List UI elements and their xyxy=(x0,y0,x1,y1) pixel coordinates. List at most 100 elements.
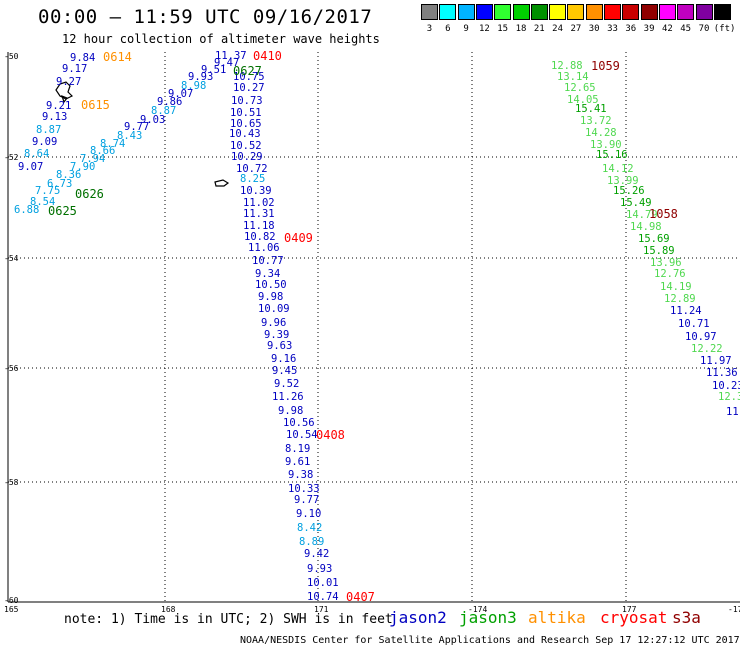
wave-height-value: 13.90 xyxy=(590,139,622,151)
wave-height-value: 9.13 xyxy=(42,111,67,123)
satellite-name: altika xyxy=(528,608,586,627)
legend-label: 27 xyxy=(570,24,582,34)
wave-height-value: 9.07 xyxy=(18,161,43,173)
legend-label: 12 xyxy=(478,24,490,34)
satellite-name: jason3 xyxy=(459,608,517,627)
legend-swatch xyxy=(604,4,621,20)
wave-height-value: 7.94 xyxy=(80,153,105,165)
legend-label: 6 xyxy=(445,24,451,34)
legend-swatch xyxy=(549,4,567,20)
legend-label: 36 xyxy=(625,24,637,34)
wave-height-value: 10.73 xyxy=(231,95,263,107)
track-time-label: 0626 xyxy=(75,187,104,201)
footnote: note: 1) Time is in UTC; 2) SWH is in fe… xyxy=(64,612,393,627)
wave-height-value: 10.50 xyxy=(255,279,287,291)
legend-swatch xyxy=(622,4,640,20)
wave-height-value: 10.77 xyxy=(252,255,284,267)
wave-height-value: 9.38 xyxy=(288,469,313,481)
wave-height-value: 9.47 xyxy=(214,57,239,69)
legend-label: 9 xyxy=(463,24,469,34)
wave-height-value: 10.54 xyxy=(286,429,318,441)
wave-height-value: 11.18 xyxy=(243,220,275,232)
land-features xyxy=(55,81,230,187)
wave-height-value: 9.98 xyxy=(278,405,303,417)
track-time-label: 0614 xyxy=(103,50,132,64)
wave-height-value: 12.3 xyxy=(718,391,740,403)
longitude-tick-label: 171 xyxy=(314,605,329,614)
wave-height-value: 9.77 xyxy=(124,121,149,133)
wave-height-value: 8.36 xyxy=(56,169,81,181)
wave-height-value: 11.02 xyxy=(243,197,275,209)
wave-height-value: 9.93 xyxy=(188,71,213,83)
island-shape xyxy=(55,81,74,104)
legend-swatch xyxy=(421,4,438,20)
latitude-tick-label: -50 xyxy=(4,52,19,61)
wave-height-value: 14.19 xyxy=(660,281,692,293)
page-title: 00:00 – 11:59 UTC 09/16/2017 xyxy=(38,6,373,28)
legend-swatch xyxy=(658,4,676,20)
wave-height-value: 14.98 xyxy=(630,221,662,233)
track-time-label: 0627 xyxy=(233,64,262,78)
longitude-tick-label: 168 xyxy=(161,605,176,614)
wave-height-value: 9.27 xyxy=(56,76,81,88)
wave-height-value: 10.82 xyxy=(244,231,276,243)
legend-swatch xyxy=(494,4,512,20)
legend-label: 42 xyxy=(661,24,673,34)
wave-height-value: 8.87 xyxy=(151,105,176,117)
wave-height-value: 14.28 xyxy=(585,127,617,139)
wave-height-value: 9.16 xyxy=(271,353,296,365)
satellite-name: jason2 xyxy=(389,608,447,627)
legend-label: 24 xyxy=(552,24,564,34)
wave-height-value: 9.03 xyxy=(140,114,165,126)
wave-height-value: 15.69 xyxy=(638,233,670,245)
wave-height-value: 12.89 xyxy=(664,293,696,305)
wave-height-value: 8.89 xyxy=(299,536,324,548)
longitude-tick-label: -174 xyxy=(468,605,487,614)
wave-height-value: 9.51 xyxy=(201,64,226,76)
wave-height-value: 10.29 xyxy=(231,151,263,163)
legend-label: 21 xyxy=(533,24,545,34)
wave-height-value: 14.05 xyxy=(567,94,599,106)
wave-height-value: 10.74 xyxy=(307,591,339,603)
wave-height-value: 10.52 xyxy=(230,140,262,152)
wave-height-value: 15.26 xyxy=(613,185,645,197)
track-time-label: 1058 xyxy=(649,207,678,221)
wave-height-value: 9.21 xyxy=(46,100,71,112)
wave-height-value: 9.96 xyxy=(261,317,286,329)
credit-line: NOAA/NESDIS Center for Satellite Applica… xyxy=(240,635,740,646)
wave-height-value: 8.66 xyxy=(90,145,115,157)
wave-height-value: 11.37 xyxy=(215,50,247,62)
wave-height-value: 9.77 xyxy=(294,494,319,506)
wave-height-value: 11.31 xyxy=(243,208,275,220)
wave-height-value: 15.41 xyxy=(575,103,607,115)
wave-height-value: 8.42 xyxy=(297,522,322,534)
wave-height-value: 10.75 xyxy=(233,71,265,83)
legend-label: 70 xyxy=(698,24,710,34)
track-time-label: 0615 xyxy=(81,98,110,112)
wave-height-value: 10.97 xyxy=(685,331,717,343)
wave-height-value: 9.39 xyxy=(264,329,289,341)
latitude-tick-label: -58 xyxy=(4,478,19,487)
wave-height-value: 15.16 xyxy=(596,149,628,161)
legend-label: 3 xyxy=(426,24,433,34)
wave-height-value: 11.36 xyxy=(706,367,738,379)
page-subtitle: 12 hour collection of altimeter wave hei… xyxy=(62,32,380,46)
wave-height-value: 6.88 xyxy=(14,204,39,216)
wave-height-value: 13.72 xyxy=(580,115,612,127)
wave-height-value: 10.39 xyxy=(240,185,272,197)
wave-height-value: 9.07 xyxy=(168,88,193,100)
legend-label: 18 xyxy=(515,24,527,34)
wave-height-value: 13.96 xyxy=(650,257,682,269)
legend-swatch xyxy=(695,4,713,20)
satellite-name: cryosat xyxy=(600,608,668,627)
wave-height-value: 7.75 xyxy=(35,185,60,197)
satellite-name: s3a xyxy=(672,608,701,627)
legend-label: 45 xyxy=(680,24,692,34)
wave-height-value: 11.06 xyxy=(248,242,280,254)
wave-height-value: 10.65 xyxy=(230,118,262,130)
wave-height-value: 10.27 xyxy=(233,82,265,94)
wave-height-value: 9.34 xyxy=(255,268,280,280)
wave-height-value: 9.52 xyxy=(274,378,299,390)
